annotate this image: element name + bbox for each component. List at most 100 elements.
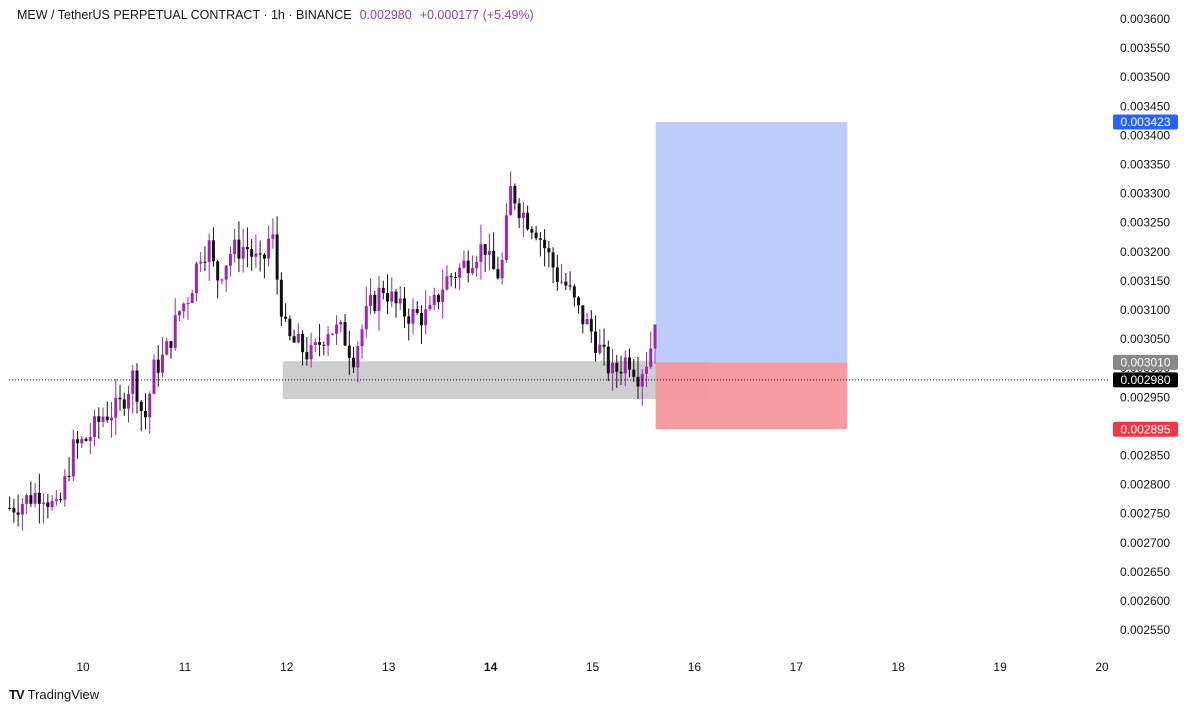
price-tick-label: 0.003050 [1120,332,1170,346]
candle-bull [127,393,131,409]
price-tick-label: 0.003150 [1120,274,1170,288]
price-tick-label: 0.002550 [1120,623,1170,637]
candle-bear [292,336,296,343]
candle-bear [135,370,139,402]
candle-bear [8,507,12,509]
candle-bear [538,238,542,240]
candle-bull [653,324,657,349]
candle-bull [509,185,513,216]
candle-bull [475,261,479,269]
candle-bull [25,495,29,504]
candle-bear [453,276,457,278]
candle-bear [526,212,530,230]
candle-bear [305,352,309,360]
candle-bull [313,342,317,345]
price-tick-label: 0.002600 [1120,594,1170,608]
candle-bull [224,265,228,280]
candle-bull [88,436,92,441]
candle-bull [254,253,258,257]
candles-layer [8,171,657,531]
candle-bull [80,438,84,444]
price-tag [1113,114,1178,130]
candle-bear [517,203,521,219]
target-zone [655,122,848,363]
candle-bear [288,318,292,337]
candle-bear [37,492,41,504]
candle-bear [46,502,50,508]
candle-bear [139,401,143,412]
candle-bear [203,261,207,263]
price-tick-label: 0.003600 [1120,12,1170,26]
candle-bull [356,346,360,368]
price-tick-label: 0.003250 [1120,216,1170,230]
candle-bull [360,329,364,347]
tradingview-brand-text: TradingView [27,687,100,702]
candle-bull [110,417,114,421]
candle-bull [114,397,118,418]
candle-bull [611,362,615,374]
price-tag-label: 0.003010 [1120,355,1170,369]
candle-bull [271,234,275,239]
candle-bull [458,267,462,278]
candle-bear [262,254,266,259]
candle-bear [59,499,63,501]
candle-bull [54,499,58,501]
symbol-title: MEW / TetherUS PERPETUAL CONTRACT · 1h ·… [17,8,352,22]
candle-bull [93,416,97,437]
candle-bull [186,303,190,305]
candle-bear [449,276,453,278]
candle-bull [445,276,449,290]
chart-legend: MEW / TetherUS PERPETUAL CONTRACT · 1h ·… [17,8,534,22]
candle-bear [76,439,80,444]
candle-bull [411,308,415,324]
candle-bull [649,348,653,367]
candle-bull [390,291,394,302]
price-tag-label: 0.002895 [1120,422,1170,436]
candle-bear [466,260,470,274]
candle-bull [424,309,428,326]
tradingview-logo-icon: TV [9,687,25,702]
price-tick-label: 0.003200 [1120,245,1170,259]
candle-bear [551,252,555,268]
price-tick-label: 0.003500 [1120,70,1170,84]
price-tag [1113,354,1178,370]
price-axis[interactable]: 0.002550 0.002600 0.002650 0.002700 0.002750… [1120,12,1170,637]
candle-bear [436,294,440,302]
candle-bull [479,244,483,262]
tradingview-brand[interactable]: TV TradingView [9,687,99,702]
candle-bull [241,247,245,259]
candle-bull [20,503,24,515]
candle-bull [441,289,445,302]
candle-bull [182,303,186,312]
candle-bear [555,267,559,283]
candle-bear [105,416,109,421]
candle-bear [279,279,283,317]
candle-bear [496,269,500,279]
candle-bull [131,370,135,394]
candle-bull [148,393,152,418]
candle-bear [250,249,254,257]
price-tick-label: 0.002750 [1120,507,1170,521]
candle-bull [369,294,373,307]
candle-bear [381,287,385,294]
candle-bear [322,344,326,346]
candle-bear [275,234,279,280]
time-tick-label: 13 [382,660,396,674]
candle-bull [71,439,75,477]
time-axis[interactable]: 10 11 12 13 14 15 16 17 18 19 20 [76,660,1109,674]
candle-bear [301,333,305,353]
candle-bull [220,279,224,281]
candle-bull [326,334,330,346]
candle-bear [581,305,585,325]
time-tick-label: 10 [76,660,90,674]
price-tick-label: 0.003450 [1120,99,1170,113]
candle-bear [568,285,572,287]
candle-bear [67,475,71,477]
candle-bull [521,212,525,219]
candle-bear [615,362,619,372]
time-tick-label: 14 [484,660,498,674]
price-tag [1113,421,1178,437]
candle-bear [343,322,347,346]
candle-bull [398,298,402,304]
